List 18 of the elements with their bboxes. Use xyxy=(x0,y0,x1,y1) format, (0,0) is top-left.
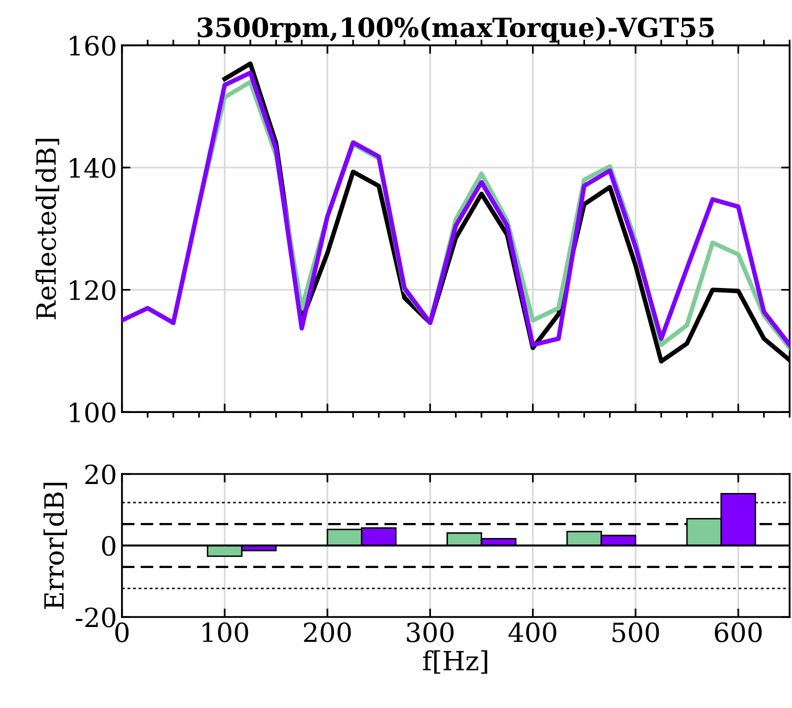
y-tick-label: -20 xyxy=(76,607,116,628)
y-tick-label: 120 xyxy=(70,280,116,300)
x-tick-label: 0 xyxy=(115,622,129,642)
y-axis-title: Error[dB] xyxy=(44,482,68,609)
x-tick-label: 500 xyxy=(612,622,659,642)
x-tick-label: 300 xyxy=(406,622,454,642)
y-axis-title: Reflected[dB] xyxy=(36,138,60,320)
chart-title: 3500rpm,100%(maxTorque)-VGT55 xyxy=(198,16,714,42)
x-tick-label: 600 xyxy=(714,622,762,642)
y-tick-label: 100 xyxy=(70,402,116,422)
x-tick-label: 400 xyxy=(508,622,556,642)
y-tick-label: 20 xyxy=(85,464,116,484)
y-tick-label: 0 xyxy=(102,536,116,556)
x-tick-label: 100 xyxy=(202,622,248,642)
x-tick-label: 200 xyxy=(304,622,351,642)
x-axis-title: f[Hz] xyxy=(423,650,488,674)
y-tick-label: 160 xyxy=(70,36,116,56)
y-tick-label: 140 xyxy=(70,158,116,178)
